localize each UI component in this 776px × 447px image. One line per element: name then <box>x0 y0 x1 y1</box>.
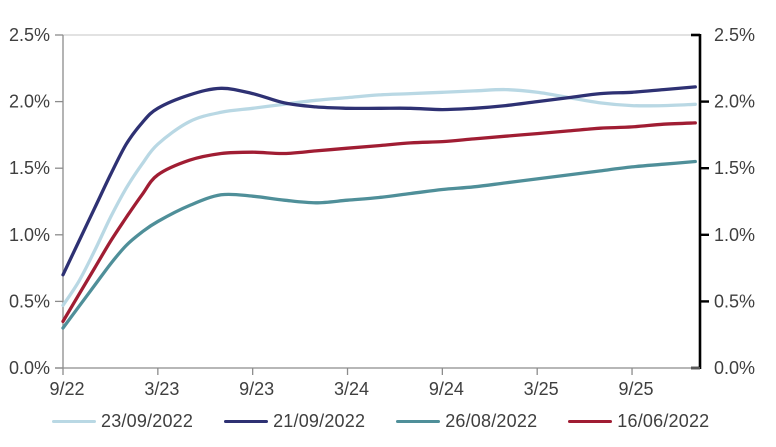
legend-item-16-06-2022: 16/06/2022 <box>568 411 709 432</box>
legend-swatch-icon <box>224 419 269 424</box>
y-axis-right-label: 2.0% <box>714 92 755 112</box>
x-axis-label: 9/22 <box>49 379 84 399</box>
y-axis-right-label: 0.5% <box>714 291 755 311</box>
legend-label: 21/09/2022 <box>273 411 366 431</box>
legend-label: 26/08/2022 <box>445 411 538 431</box>
legend-label: 23/09/2022 <box>101 411 194 431</box>
legend-label: 16/06/2022 <box>617 411 710 431</box>
y-axis-left-label: 2.5% <box>9 25 50 45</box>
legend-swatch-icon <box>52 419 96 424</box>
legend-item-26-08-2022: 26/08/2022 <box>396 411 537 432</box>
legend: 23/09/2022 21/09/2022 26/08/2022 16/06/2022 <box>52 411 709 432</box>
legend-item-21-09-2022: 21/09/2022 <box>224 411 365 432</box>
y-axis-left-label: 1.0% <box>9 225 50 245</box>
series-line-26-08-2022 <box>61 159 697 330</box>
legend-swatch-icon <box>396 419 441 424</box>
x-axis-label: 9/24 <box>429 379 464 399</box>
x-axis-label: 3/24 <box>334 379 369 399</box>
y-axis-right-label: 2.5% <box>714 25 755 45</box>
x-axis-label: 9/23 <box>239 379 274 399</box>
legend-swatch-icon <box>568 419 613 424</box>
x-axis-label: 3/25 <box>524 379 559 399</box>
y-axis-left-label: 0.0% <box>9 358 50 378</box>
series-line-21-09-2022 <box>61 85 697 277</box>
y-axis-right-label: 1.0% <box>714 225 755 245</box>
y-axis-left-label: 0.5% <box>9 291 50 311</box>
series-line-16-06-2022 <box>61 121 697 324</box>
y-axis-right-label: 1.5% <box>714 158 755 178</box>
y-axis-left-label: 2.0% <box>9 92 50 112</box>
x-axis-label: 9/25 <box>619 379 654 399</box>
legend-item-23-09-2022: 23/09/2022 <box>52 411 193 432</box>
x-axis-label: 3/23 <box>144 379 179 399</box>
y-axis-right-label: 0.0% <box>714 358 755 378</box>
y-axis-left-label: 1.5% <box>9 158 50 178</box>
